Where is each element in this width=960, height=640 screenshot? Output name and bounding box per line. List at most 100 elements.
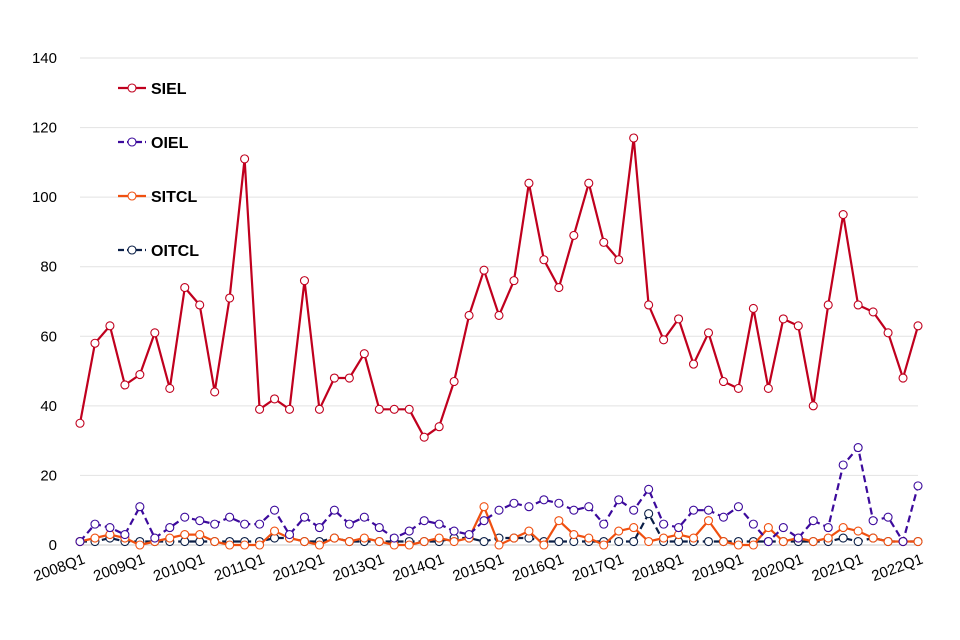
data-point-oiel [674,523,684,533]
data-point-oiel [269,505,280,515]
data-point-siel [509,276,519,286]
data-point-sitcl [599,540,609,550]
data-point-siel [763,383,773,394]
data-point-oitcl [703,536,714,547]
data-point-sitcl [135,540,145,550]
legend-label: SITCL [151,189,197,206]
data-point-oiel [509,498,519,508]
data-point-siel [255,404,265,414]
data-point-siel [464,310,474,320]
data-point-sitcl [195,530,205,540]
data-point-sitcl [180,530,190,540]
data-point-oiel [733,502,743,512]
data-point-oitcl [614,536,624,547]
data-point-siel [569,230,579,240]
data-point-sitcl [868,533,878,543]
data-point-siel [449,376,459,387]
data-point-sitcl [688,533,699,543]
gridlines [80,57,918,546]
legend-label: SIEL [151,81,187,98]
data-point-sitcl [733,540,743,550]
series-siel [75,133,923,442]
data-point-siel [629,133,639,143]
data-point-oiel [389,533,399,543]
data-point-oiel [75,536,85,547]
data-point-sitcl [838,523,848,533]
data-point-sitcl [240,540,250,550]
data-point-siel [299,276,310,286]
x-tick-label: 2015Q1 [450,551,506,585]
x-tick-label: 2020Q1 [750,551,806,585]
data-point-sitcl [434,533,444,543]
data-point-sitcl [165,533,175,543]
data-point-siel [674,314,684,324]
data-point-siel [733,383,743,394]
data-point-oiel [629,505,639,515]
data-point-siel [584,178,594,188]
data-point-oiel [359,512,369,522]
data-point-oiel [434,519,444,529]
data-point-siel [823,300,833,310]
data-point-siel [419,432,429,442]
data-point-oitcl [629,536,639,547]
data-point-oiel [703,505,714,515]
data-point-oiel [419,516,429,526]
data-point-oiel [180,512,190,522]
data-point-oiel [778,523,788,533]
data-point-oiel [449,526,459,536]
data-point-oiel [479,516,489,526]
data-point-siel [240,154,250,164]
y-axis: 0 20 40 60 80 100 120 140 [32,50,57,554]
data-point-sitcl [569,530,579,540]
data-point-siel [778,314,788,324]
x-tick-label: 2022Q1 [869,551,925,585]
x-tick-label: 2011Q1 [212,551,267,585]
data-point-siel [344,373,354,383]
legend-label: OIEL [151,135,189,152]
data-point-siel [314,404,324,414]
legend-item-oitcl: OITCL [118,243,199,260]
data-point-siel [90,338,100,348]
data-point-oiel [644,484,654,494]
data-point-sitcl [718,536,729,547]
data-point-sitcl [554,516,564,526]
data-point-sitcl [419,536,429,547]
data-point-oiel [539,495,549,505]
data-point-siel [404,404,414,414]
data-point-oiel [165,523,175,533]
x-tick-label: 2019Q1 [690,551,746,585]
data-point-oiel [748,519,758,529]
data-point-siel [389,404,399,414]
y-tick-label: 140 [32,50,57,67]
data-point-siel [284,404,295,414]
y-tick-label: 0 [49,537,57,554]
legend-marker [127,83,137,93]
data-point-oiel [210,519,220,529]
x-tick-label: 2008Q1 [31,551,87,585]
data-point-oiel [464,530,474,540]
data-point-siel [838,209,848,220]
legend-item-siel: SIEL [118,81,187,98]
data-point-siel [808,401,818,411]
data-point-siel [853,300,863,310]
y-tick-label: 40 [40,398,57,415]
data-point-sitcl [808,536,818,547]
data-point-siel [539,255,549,265]
data-point-siel [868,307,878,317]
data-point-sitcl [644,536,654,547]
series-layer [75,133,923,550]
data-point-sitcl [90,533,100,543]
data-point-sitcl [299,536,310,547]
legend: SIEL OIEL SITCL OITCL [118,81,199,260]
data-point-oiel [120,530,130,540]
data-point-siel [75,418,85,428]
data-point-oiel [688,505,699,515]
data-point-sitcl [314,540,324,550]
data-point-sitcl [329,533,339,543]
data-point-oitcl [853,536,863,547]
data-point-siel [644,300,654,310]
data-point-siel [748,303,758,314]
data-point-sitcl [703,516,714,526]
y-tick-label: 20 [40,467,57,484]
